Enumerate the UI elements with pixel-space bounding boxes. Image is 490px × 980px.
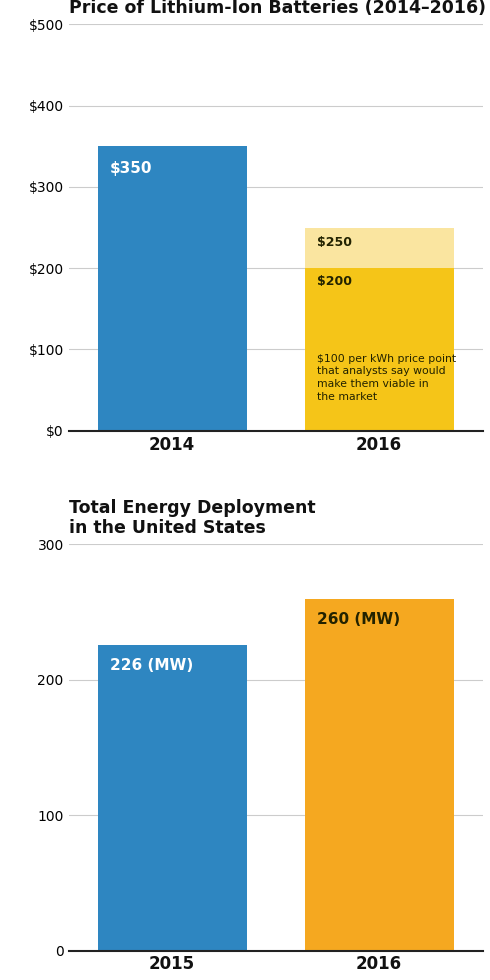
Bar: [98, 645, 246, 951]
Text: $250: $250: [317, 236, 352, 249]
Text: 226 (MW): 226 (MW): [110, 659, 193, 673]
Bar: [305, 227, 454, 269]
Bar: [305, 269, 454, 430]
Text: Total Energy Deployment
in the United States: Total Energy Deployment in the United St…: [69, 499, 315, 537]
Bar: [305, 599, 454, 951]
Text: $350: $350: [110, 161, 152, 176]
Text: 260 (MW): 260 (MW): [317, 612, 400, 627]
Text: $200: $200: [317, 274, 352, 288]
Bar: [98, 146, 246, 430]
Text: $100 per kWh price point
that analysts say would
make them viable in
the market: $100 per kWh price point that analysts s…: [317, 354, 456, 402]
Text: Price of Lithium-Ion Batteries (2014–2016): Price of Lithium-Ion Batteries (2014–201…: [69, 0, 486, 18]
